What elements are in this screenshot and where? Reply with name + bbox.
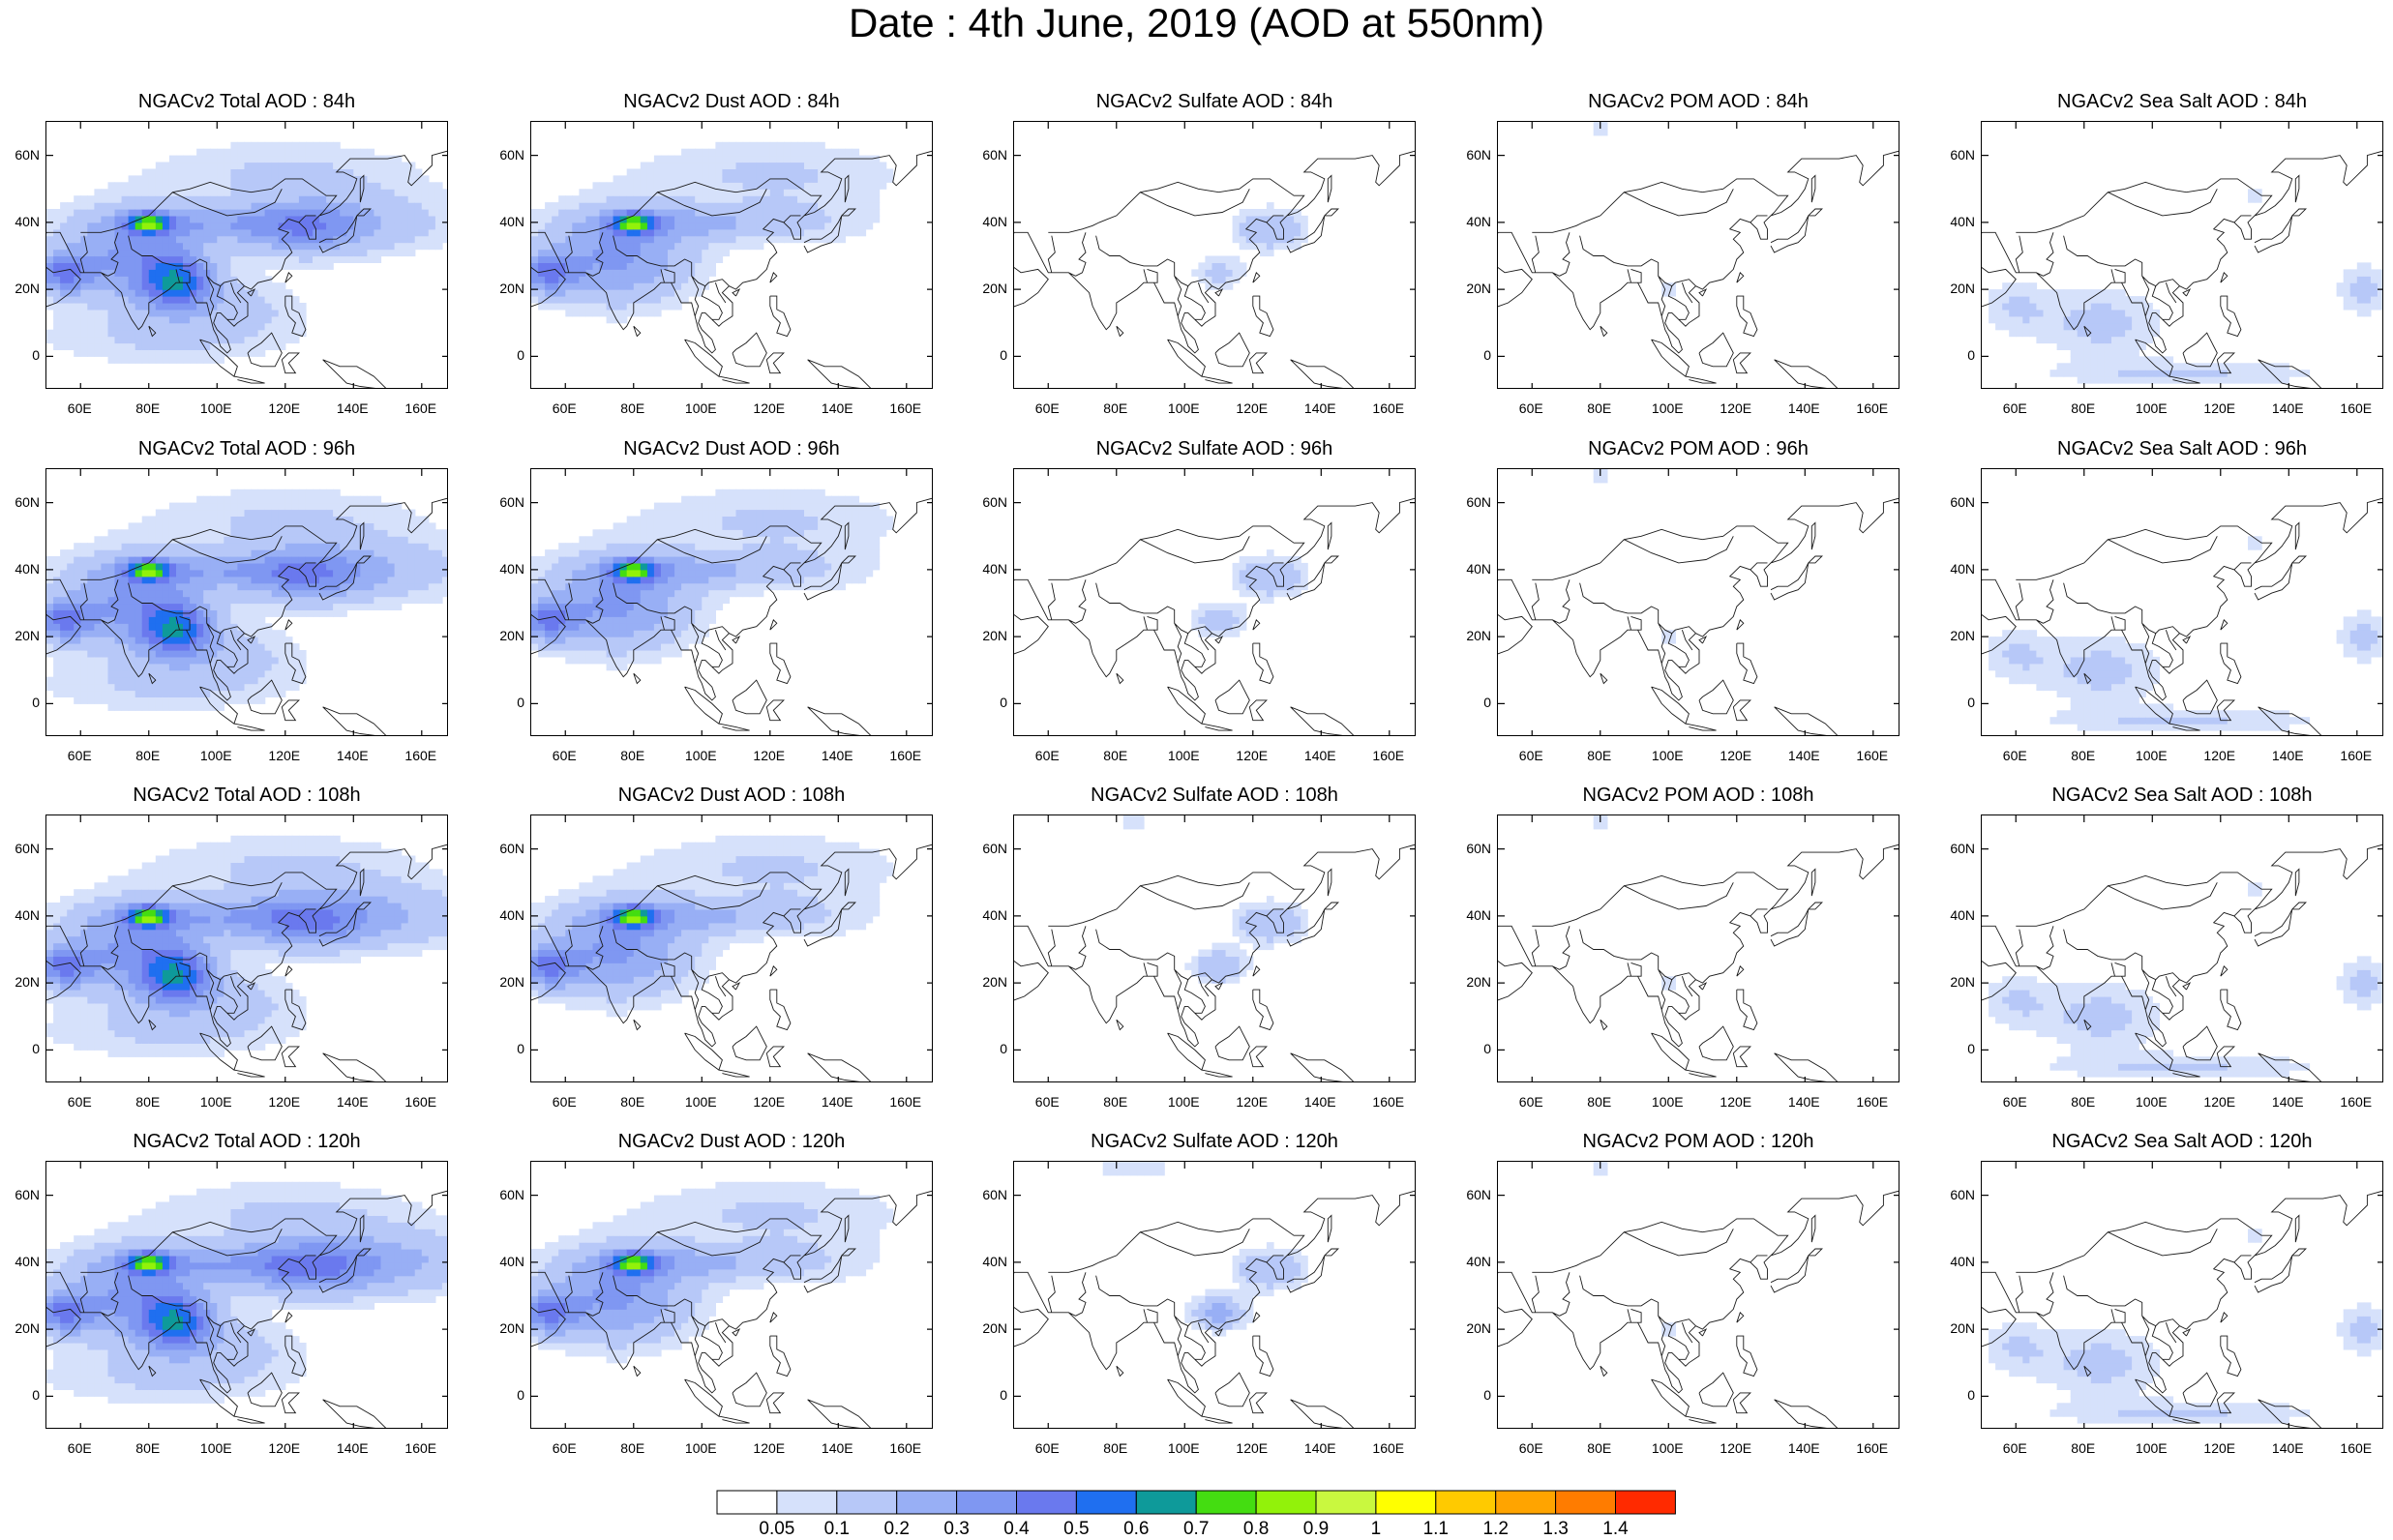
colorbar-label: 1.3: [1527, 1519, 1585, 1540]
colorbar-swatch: [1076, 1491, 1136, 1514]
colorbar-swatch: [1256, 1491, 1316, 1514]
colorbar-label: 0.3: [928, 1519, 986, 1540]
colorbar-label: 0.05: [748, 1519, 806, 1540]
colorbar-swatch: [777, 1491, 837, 1514]
colorbar-label: 1.4: [1587, 1519, 1645, 1540]
colorbar-label: 0.7: [1167, 1519, 1225, 1540]
colorbar-swatch: [897, 1491, 957, 1514]
colorbar-label: 0.2: [868, 1519, 926, 1540]
colorbar-swatch: [1376, 1491, 1436, 1514]
colorbar-label: 0.9: [1287, 1519, 1345, 1540]
colorbar-label: 0.4: [988, 1519, 1046, 1540]
colorbar-swatch: [1556, 1491, 1616, 1514]
colorbar-label: 0.6: [1107, 1519, 1165, 1540]
colorbar-swatch: [1017, 1491, 1077, 1514]
colorbar-swatch: [1616, 1491, 1676, 1514]
colorbar-label: 0.8: [1227, 1519, 1285, 1540]
colorbar-swatch: [1196, 1491, 1256, 1514]
colorbar-swatch: [957, 1491, 1017, 1514]
colorbar-swatch: [1136, 1491, 1196, 1514]
colorbar-swatch: [1316, 1491, 1376, 1514]
colorbar-label: 0.5: [1047, 1519, 1105, 1540]
colorbar-label: 1.2: [1467, 1519, 1525, 1540]
colorbar-swatch: [717, 1491, 777, 1514]
colorbar-swatch: [1496, 1491, 1556, 1514]
colorbar-label: 1.1: [1407, 1519, 1465, 1540]
colorbar-label: 0.1: [808, 1519, 866, 1540]
colorbar-label: 1: [1347, 1519, 1405, 1540]
colorbar-swatch: [837, 1491, 897, 1514]
colorbar-swatch: [1436, 1491, 1496, 1514]
